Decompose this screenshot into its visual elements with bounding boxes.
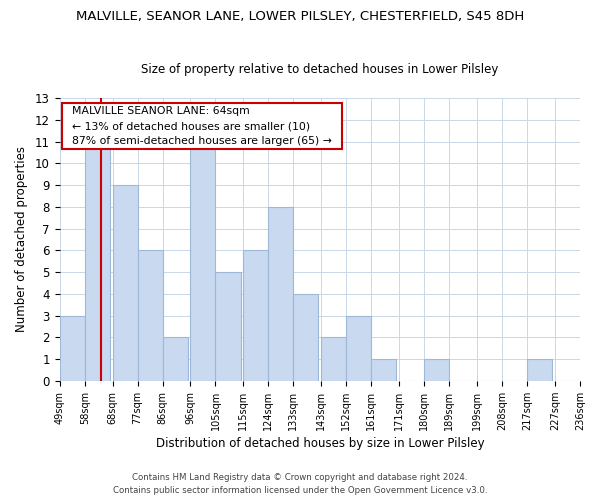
Bar [190, 142, 215, 381]
Bar [527, 359, 552, 381]
Bar [215, 272, 241, 381]
Y-axis label: Number of detached properties: Number of detached properties [15, 146, 28, 332]
Bar [85, 142, 110, 381]
Bar [137, 250, 163, 381]
Title: Size of property relative to detached houses in Lower Pilsley: Size of property relative to detached ho… [141, 63, 499, 76]
Bar [346, 316, 371, 381]
Bar [268, 207, 293, 381]
Bar [293, 294, 319, 381]
Text: MALVILLE, SEANOR LANE, LOWER PILSLEY, CHESTERFIELD, S45 8DH: MALVILLE, SEANOR LANE, LOWER PILSLEY, CH… [76, 10, 524, 23]
Bar [371, 359, 397, 381]
Text: MALVILLE SEANOR LANE: 64sqm
  ← 13% of detached houses are smaller (10)
  87% of: MALVILLE SEANOR LANE: 64sqm ← 13% of det… [65, 106, 339, 146]
Bar [113, 185, 137, 381]
Bar [59, 316, 85, 381]
Bar [424, 359, 449, 381]
Bar [244, 250, 268, 381]
Bar [321, 338, 346, 381]
X-axis label: Distribution of detached houses by size in Lower Pilsley: Distribution of detached houses by size … [155, 437, 484, 450]
Text: Contains HM Land Registry data © Crown copyright and database right 2024.
Contai: Contains HM Land Registry data © Crown c… [113, 474, 487, 495]
Bar [163, 338, 188, 381]
